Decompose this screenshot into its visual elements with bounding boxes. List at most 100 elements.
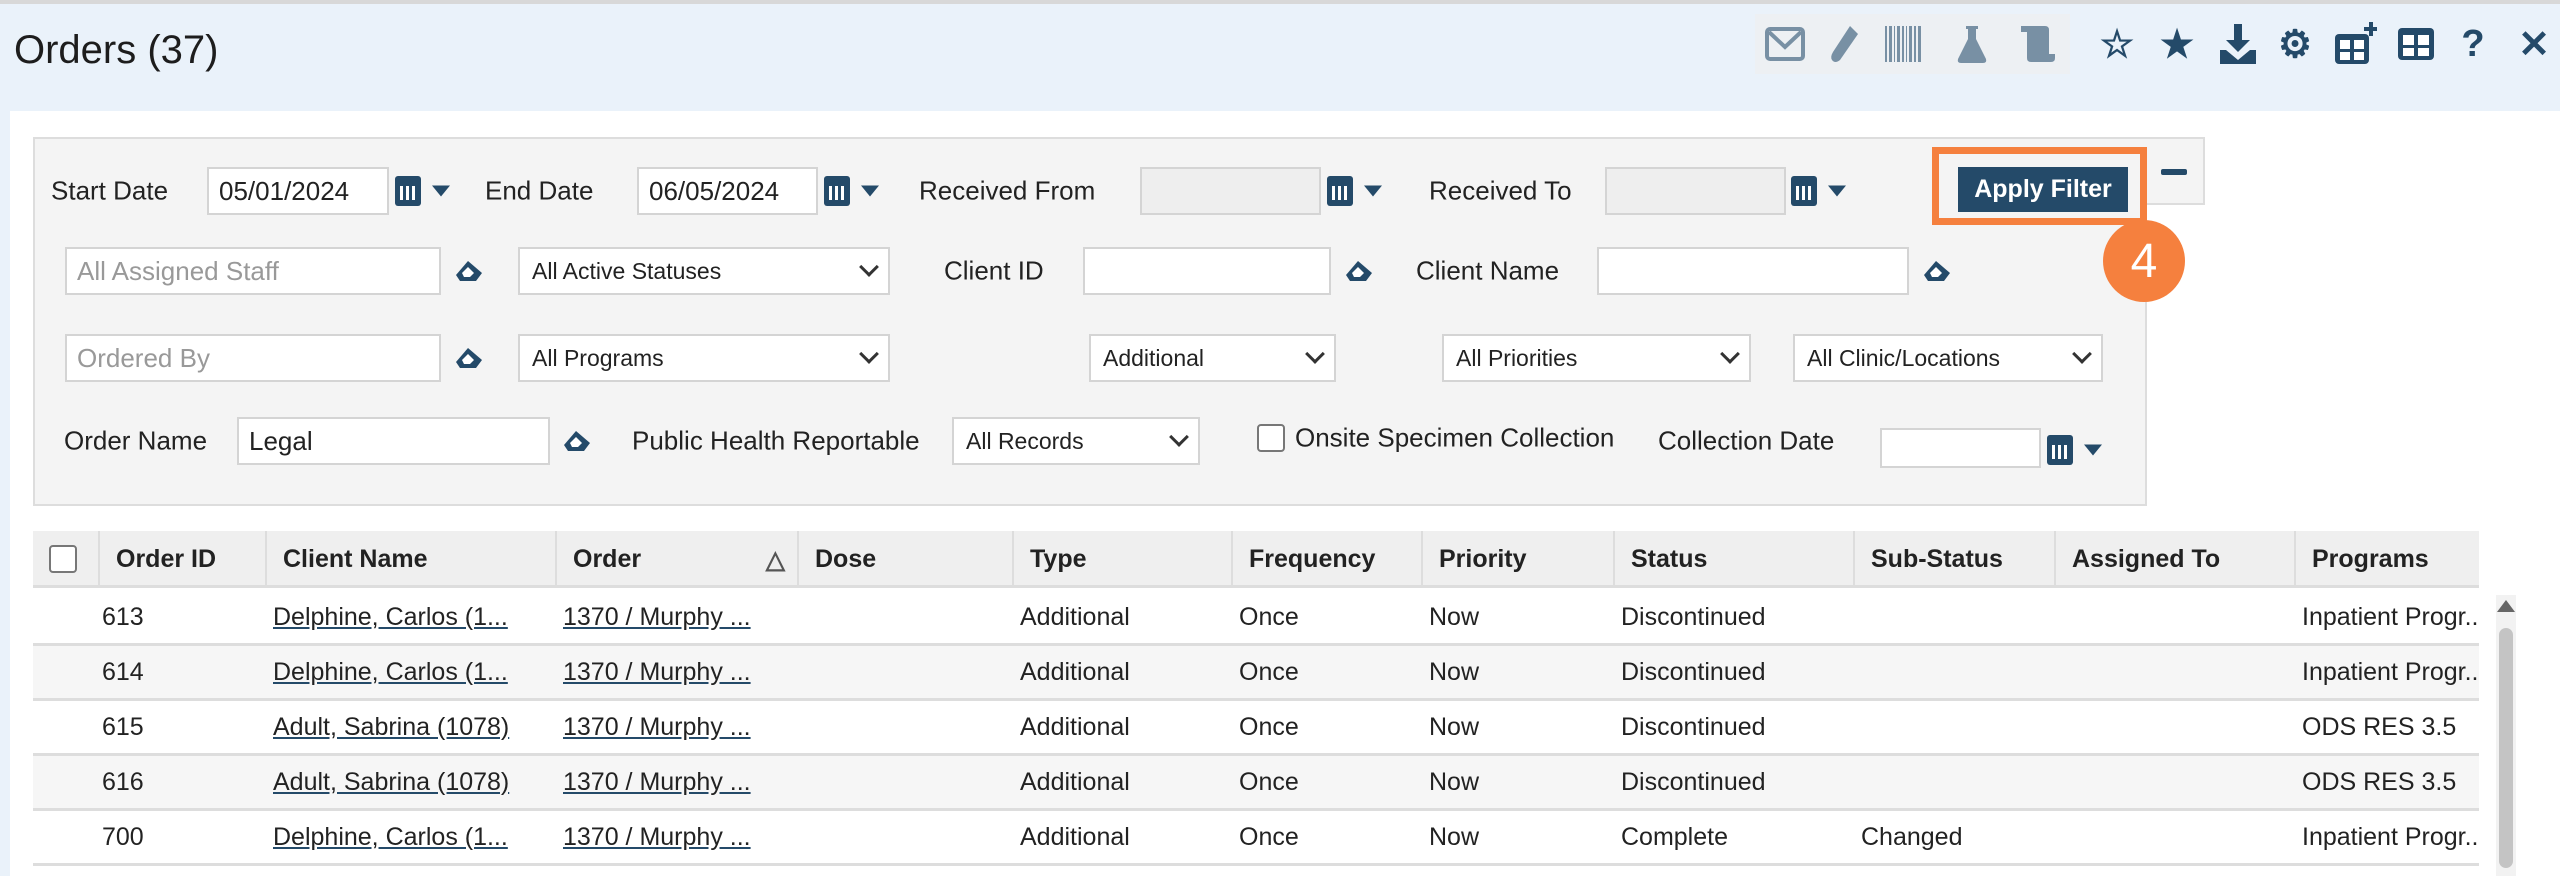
select-all-checkbox[interactable]: [49, 545, 77, 573]
phr-select[interactable]: All Records: [952, 417, 1200, 465]
cell-order-id: 700: [102, 822, 144, 851]
end-date-input[interactable]: 06/05/2024: [637, 167, 818, 215]
column-header-dose[interactable]: Dose: [797, 531, 1012, 588]
client-name-input[interactable]: [1597, 247, 1909, 295]
star-icon[interactable]: ★: [2159, 23, 2195, 66]
cell-type: Additional: [1020, 712, 1130, 741]
phr-label: Public Health Reportable: [632, 425, 920, 456]
client-id-input[interactable]: [1083, 247, 1331, 295]
column-header-programs[interactable]: Programs: [2294, 531, 2479, 588]
dropdown-arrow-icon[interactable]: [861, 185, 879, 197]
eraser-icon[interactable]: [562, 429, 594, 453]
flask-icon[interactable]: [1950, 22, 1994, 66]
eraser-icon[interactable]: [1922, 259, 1954, 283]
scroll-icon[interactable]: [2015, 22, 2059, 66]
calendar-icon[interactable]: [824, 176, 850, 206]
cell-order[interactable]: 1370 / Murphy ...: [563, 657, 751, 686]
cell-order-id: 616: [102, 767, 144, 796]
status-select-value: All Active Statuses: [532, 257, 722, 284]
cell-assigned-to: [2062, 756, 2292, 808]
calendar-icon[interactable]: [1791, 176, 1817, 206]
column-header-sub-status[interactable]: Sub-Status: [1853, 531, 2054, 588]
table-row[interactable]: 613 Delphine, Carlos (1... 1370 / Murphy .…: [33, 591, 2479, 646]
calendar-icon[interactable]: [2047, 435, 2073, 465]
dropdown-arrow-icon[interactable]: [1364, 185, 1382, 197]
column-header-assigned-to[interactable]: Assigned To: [2054, 531, 2294, 588]
grid-plus-icon[interactable]: [2333, 22, 2377, 66]
locations-select[interactable]: All Clinic/Locations: [1793, 334, 2103, 382]
column-header-frequency[interactable]: Frequency: [1231, 531, 1421, 588]
cell-client-name[interactable]: Delphine, Carlos (1...: [273, 602, 508, 631]
cell-sub-status: Changed: [1861, 822, 1963, 851]
cell-order[interactable]: 1370 / Murphy ...: [563, 602, 751, 631]
start-date-input[interactable]: 05/01/2024: [207, 167, 389, 215]
cell-frequency: Once: [1239, 712, 1299, 741]
eraser-icon[interactable]: [454, 259, 486, 283]
order-name-label: Order Name: [64, 425, 208, 456]
collapse-filter-button[interactable]: [2145, 137, 2205, 205]
calendar-icon[interactable]: [1327, 176, 1353, 206]
table-row[interactable]: 616 Adult, Sabrina (1078) 1370 / Murphy ..…: [33, 756, 2479, 811]
eraser-icon[interactable]: [1344, 259, 1376, 283]
envelope-icon[interactable]: [1763, 22, 1807, 66]
column-header-status[interactable]: Status: [1613, 531, 1853, 588]
cell-order[interactable]: 1370 / Murphy ...: [563, 822, 751, 851]
table-row[interactable]: 615 Adult, Sabrina (1078) 1370 / Murphy ..…: [33, 701, 2479, 756]
cell-dose: [805, 756, 1010, 808]
cell-client-name[interactable]: Delphine, Carlos (1...: [273, 657, 508, 686]
scrollbar-thumb[interactable]: [2499, 628, 2513, 868]
type-select[interactable]: Additional: [1089, 334, 1336, 382]
order-name-input[interactable]: Legal: [237, 417, 550, 465]
grid-icon[interactable]: [2394, 22, 2438, 66]
cell-client-name[interactable]: Delphine, Carlos (1...: [273, 822, 508, 851]
cell-order[interactable]: 1370 / Murphy ...: [563, 767, 751, 796]
scroll-up-arrow-icon[interactable]: [2497, 600, 2515, 612]
cell-order[interactable]: 1370 / Murphy ...: [563, 712, 751, 741]
cell-priority: Now: [1429, 767, 1480, 796]
cell-dose: [805, 646, 1010, 698]
star-plus-icon[interactable]: ☆: [2099, 23, 2135, 66]
dropdown-arrow-icon[interactable]: [2084, 444, 2102, 456]
onsite-checkbox[interactable]: [1257, 424, 1285, 452]
cell-assigned-to: [2062, 811, 2292, 863]
assigned-staff-input[interactable]: All Assigned Staff: [65, 247, 441, 295]
column-header-order[interactable]: Order △: [555, 531, 797, 588]
received-from-input[interactable]: [1140, 167, 1321, 215]
column-header-order-id[interactable]: Order ID: [98, 531, 265, 588]
help-icon[interactable]: ?: [2461, 22, 2485, 65]
gear-icon[interactable]: ⚙: [2277, 23, 2313, 66]
table-row[interactable]: 614 Delphine, Carlos (1... 1370 / Murphy .…: [33, 646, 2479, 701]
cell-client-name[interactable]: Adult, Sabrina (1078): [273, 712, 510, 741]
sort-ascending-icon[interactable]: △: [765, 545, 785, 574]
status-select[interactable]: All Active Statuses: [518, 247, 890, 295]
left-strip: [0, 111, 10, 876]
received-to-input[interactable]: [1605, 167, 1786, 215]
dropdown-arrow-icon[interactable]: [432, 185, 450, 197]
cell-sub-status: [1861, 701, 2052, 753]
top-bar: [0, 0, 2560, 111]
cell-priority: Now: [1429, 657, 1480, 686]
column-header-priority[interactable]: Priority: [1421, 531, 1613, 588]
collection-date-input[interactable]: [1880, 428, 2041, 468]
column-header-type[interactable]: Type: [1012, 531, 1231, 588]
eraser-icon[interactable]: [454, 346, 486, 370]
priorities-select[interactable]: All Priorities: [1442, 334, 1751, 382]
cell-client-name[interactable]: Adult, Sabrina (1078): [273, 767, 510, 796]
programs-select[interactable]: All Programs: [518, 334, 890, 382]
column-header-label: Assigned To: [2072, 545, 2221, 573]
column-header-client-name[interactable]: Client Name: [265, 531, 555, 588]
onsite-label: Onsite Specimen Collection: [1295, 422, 1615, 453]
barcode-icon[interactable]: [1881, 22, 1925, 66]
ordered-by-input[interactable]: Ordered By: [65, 334, 441, 382]
download-icon[interactable]: [2216, 22, 2260, 66]
apply-filter-button[interactable]: Apply Filter: [1958, 167, 2128, 212]
calendar-icon[interactable]: [395, 176, 421, 206]
column-header-label: Frequency: [1249, 545, 1376, 573]
table-row[interactable]: 700 Delphine, Carlos (1... 1370 / Murphy .…: [33, 811, 2479, 866]
test-tube-icon[interactable]: [1823, 22, 1867, 66]
select-all-cell: [33, 531, 98, 588]
close-icon[interactable]: ✕: [2518, 23, 2550, 66]
dropdown-arrow-icon[interactable]: [1828, 185, 1846, 197]
cell-sub-status: [1861, 756, 2052, 808]
programs-select-value: All Programs: [532, 344, 664, 371]
